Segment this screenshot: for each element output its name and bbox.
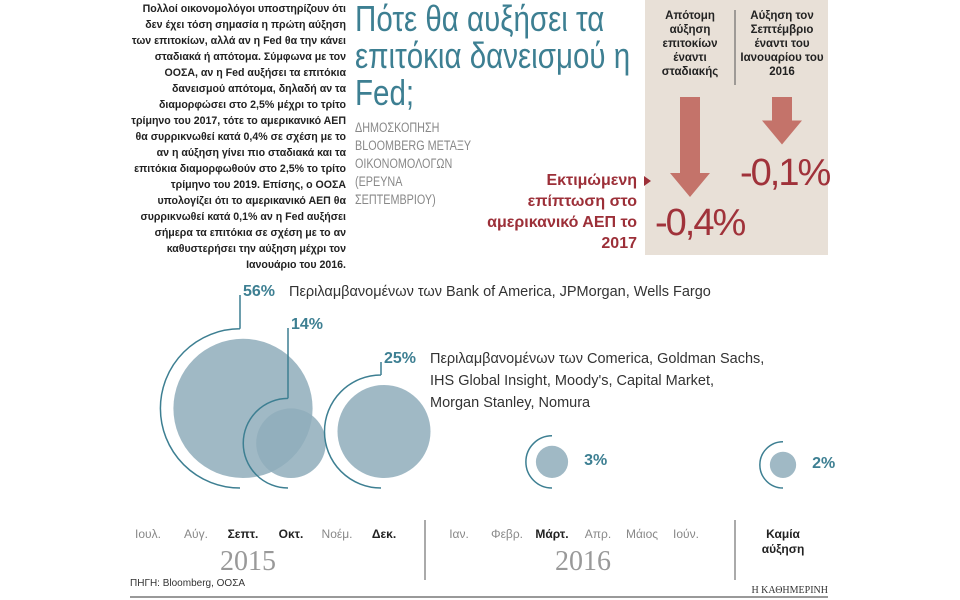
x-tick-label: Μάρτ. bbox=[535, 527, 569, 541]
x-tick-label: Αύγ. bbox=[184, 527, 208, 541]
x-tick-label: Φεβρ. bbox=[491, 527, 523, 541]
x-tick-label: Καμία αύξηση bbox=[761, 527, 805, 556]
bubble bbox=[769, 451, 797, 478]
chart-subtitle: ΔΗΜΟΣΚΟΠΗΣΗ BLOOMBERG ΜΕΤΑΞΥ ΟΙΚΟΝΟΜΟΛΟΓ… bbox=[355, 120, 471, 207]
leader bbox=[242, 328, 289, 489]
leader bbox=[159, 295, 241, 489]
year-label: 2015 bbox=[220, 546, 276, 577]
note: Περιλαμβανομένων των Comerica, Goldman S… bbox=[430, 351, 765, 367]
impact-label: Εκτιμώμενη επίπτωση στο αμερικανικό ΑΕΠ … bbox=[487, 172, 637, 252]
value-label: 56% bbox=[243, 283, 276, 300]
note: Morgan Stanley, Nomura bbox=[430, 395, 591, 411]
bubble bbox=[337, 385, 431, 478]
leader bbox=[759, 440, 784, 489]
x-tick-label: Μάιος bbox=[625, 527, 659, 541]
intro-text: Πολλοί οικονομολόγοι υποστηρίζουν ότι δε… bbox=[131, 3, 346, 271]
leader bbox=[525, 435, 553, 489]
impact-value: -0,1% bbox=[740, 152, 831, 194]
bubble bbox=[256, 408, 326, 478]
x-tick-label: Ιούν. bbox=[673, 527, 699, 541]
impact-arrow bbox=[670, 97, 710, 197]
value-label: 3% bbox=[584, 451, 608, 469]
x-tick-label: Οκτ. bbox=[278, 527, 304, 541]
impact-value: -0,4% bbox=[655, 202, 746, 244]
x-tick-label: Νοέμ. bbox=[321, 527, 353, 541]
source: ΠΗΓΗ: Bloomberg, ΟΟΣΑ bbox=[130, 578, 246, 589]
impact-box bbox=[645, 0, 828, 255]
x-tick-label: Απρ. bbox=[584, 527, 612, 541]
value-label: 2% bbox=[812, 454, 836, 472]
column-header: Απότομη αύξηση επιτοκίων έναντι σταδιακή… bbox=[661, 10, 719, 78]
chart-title: Πότε θα αυξήσει τα επιτόκια δανεισμού η … bbox=[355, 0, 631, 113]
column-header: Αύξηση τον Σεπτέμβριο έναντι του Ιανουαρ… bbox=[740, 10, 824, 78]
pointer bbox=[644, 176, 651, 186]
x-tick-label: Ιαν. bbox=[449, 527, 469, 541]
bubble bbox=[535, 445, 569, 479]
year-label: 2016 bbox=[555, 546, 611, 577]
x-tick-label: Σεπτ. bbox=[227, 527, 259, 541]
impact-arrow bbox=[762, 97, 802, 145]
x-tick-label: Δεκ. bbox=[371, 527, 397, 541]
value-label: 14% bbox=[291, 316, 324, 333]
publisher: Η ΚΑΘΗΜΕΡΙΝΗ bbox=[751, 585, 828, 596]
note: IHS Global Insight, Moody's, Capital Mar… bbox=[430, 373, 715, 389]
x-tick-label: Ιουλ. bbox=[135, 527, 161, 541]
note: Περιλαμβανομένων των Bank of America, JP… bbox=[289, 284, 711, 300]
value-label: 25% bbox=[384, 350, 417, 367]
leader bbox=[323, 362, 382, 489]
